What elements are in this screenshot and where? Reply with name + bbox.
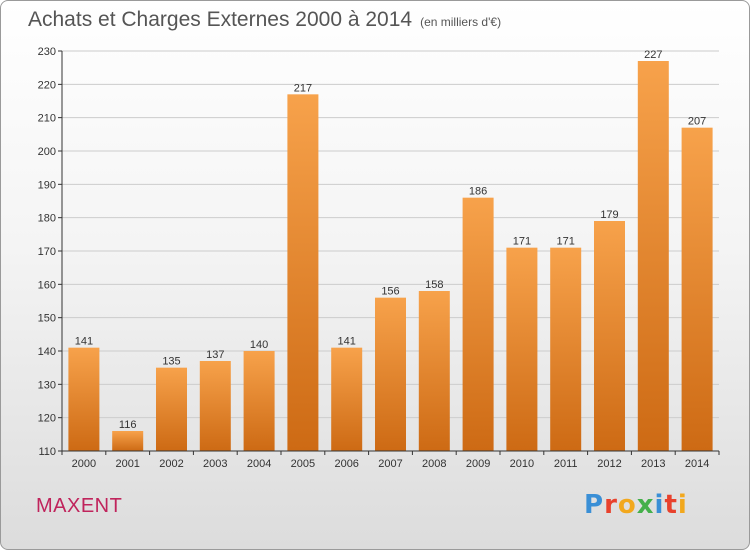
y-tick-label: 210 bbox=[38, 113, 56, 125]
logo-letter: P bbox=[584, 490, 605, 520]
x-tick-label: 2005 bbox=[291, 458, 315, 470]
bar bbox=[375, 297, 406, 451]
x-tick-label: 2010 bbox=[510, 458, 534, 470]
y-tick-label: 220 bbox=[38, 79, 56, 91]
data-label: 186 bbox=[469, 186, 487, 198]
logo-letter: o bbox=[617, 490, 637, 520]
data-label: 141 bbox=[338, 336, 356, 348]
chart-title: Achats et Charges Externes 2000 à 2014 (e… bbox=[28, 8, 501, 32]
data-label: 135 bbox=[162, 356, 180, 368]
bar bbox=[199, 361, 231, 451]
logo-letter: i bbox=[654, 490, 665, 520]
bar bbox=[594, 221, 625, 451]
logo-letter: i bbox=[677, 490, 688, 520]
proxiti-logo: Proxiti bbox=[584, 490, 688, 520]
y-tick-label: 170 bbox=[38, 246, 56, 258]
y-tick-label: 160 bbox=[38, 279, 56, 291]
bars bbox=[68, 61, 713, 452]
logo-letter: x bbox=[636, 490, 655, 520]
x-tick-label: 2004 bbox=[247, 458, 271, 470]
data-label: 158 bbox=[425, 279, 443, 291]
data-label: 171 bbox=[557, 236, 575, 248]
x-tick-label: 2008 bbox=[422, 458, 446, 470]
y-tick-label: 190 bbox=[38, 179, 56, 191]
bar bbox=[506, 247, 538, 451]
bar bbox=[637, 61, 669, 451]
axes bbox=[58, 50, 720, 455]
data-label: 156 bbox=[381, 286, 399, 298]
labels: 110 120 130 140 150 160 170 180 190 200 210 220 230 1… bbox=[38, 46, 710, 470]
y-tick-label: 180 bbox=[38, 213, 56, 225]
y-tick-label: 230 bbox=[38, 46, 56, 58]
bar bbox=[462, 197, 494, 451]
data-label: 171 bbox=[513, 236, 531, 248]
x-tick-label: 2011 bbox=[554, 458, 578, 470]
logo-letter: r bbox=[604, 490, 618, 520]
data-label: 179 bbox=[600, 209, 618, 221]
y-tick-label: 200 bbox=[38, 146, 56, 158]
bar bbox=[287, 94, 319, 451]
data-label: 141 bbox=[75, 336, 93, 348]
commune-name: MAXENT bbox=[36, 495, 123, 517]
data-label: 207 bbox=[688, 116, 706, 128]
y-tick-label: 150 bbox=[38, 313, 56, 325]
data-label: 217 bbox=[294, 82, 312, 94]
chart-subtitle: (en milliers d'€) bbox=[420, 15, 502, 29]
data-label: 116 bbox=[119, 419, 137, 431]
bar bbox=[243, 351, 275, 451]
x-tick-label: 2001 bbox=[115, 458, 139, 470]
x-tick-label: 2000 bbox=[72, 458, 96, 470]
bar bbox=[331, 347, 363, 451]
data-label: 227 bbox=[644, 49, 662, 61]
x-tick-label: 2014 bbox=[685, 458, 709, 470]
x-tick-label: 2002 bbox=[159, 458, 183, 470]
x-tick-label: 2012 bbox=[597, 458, 621, 470]
x-tick-label: 2003 bbox=[203, 458, 227, 470]
x-tick-label: 2009 bbox=[466, 458, 490, 470]
title-text: Achats et Charges Externes 2000 à 2014 bbox=[28, 8, 413, 31]
y-tick-label: 120 bbox=[38, 413, 56, 425]
data-label: 140 bbox=[250, 339, 268, 351]
data-label: 137 bbox=[206, 349, 224, 361]
y-tick-label: 110 bbox=[38, 446, 56, 458]
x-tick-label: 2006 bbox=[334, 458, 358, 470]
bar bbox=[112, 431, 144, 451]
bar bbox=[681, 127, 713, 452]
bar bbox=[550, 247, 582, 451]
bar bbox=[68, 347, 100, 451]
x-tick-label: 2013 bbox=[641, 458, 665, 470]
bar bbox=[156, 367, 187, 451]
y-tick-label: 130 bbox=[38, 379, 56, 391]
logo-letter: t bbox=[664, 490, 678, 520]
bar bbox=[418, 291, 450, 451]
y-tick-label: 140 bbox=[38, 346, 56, 358]
x-tick-label: 2007 bbox=[378, 458, 402, 470]
